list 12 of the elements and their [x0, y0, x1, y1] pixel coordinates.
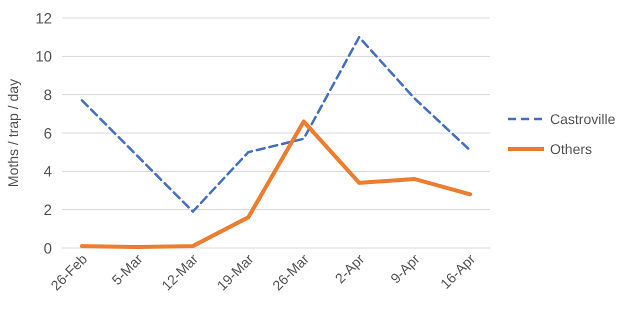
- y-tick-label: 2: [44, 202, 52, 219]
- y-tick-label: 6: [44, 125, 52, 142]
- legend-label: Castroville: [550, 110, 616, 127]
- y-tick-label: 10: [35, 48, 52, 66]
- y-tick-label: 12: [35, 10, 52, 28]
- y-tick-label: 0: [44, 240, 52, 258]
- y-axis-title: Moths / trap / day: [5, 78, 21, 188]
- line-series: [80, 36, 472, 213]
- y-tick-label: 4: [44, 164, 52, 181]
- line-series: [80, 120, 472, 250]
- legend-label: Others: [550, 140, 592, 157]
- y-tick-label: 8: [44, 86, 52, 104]
